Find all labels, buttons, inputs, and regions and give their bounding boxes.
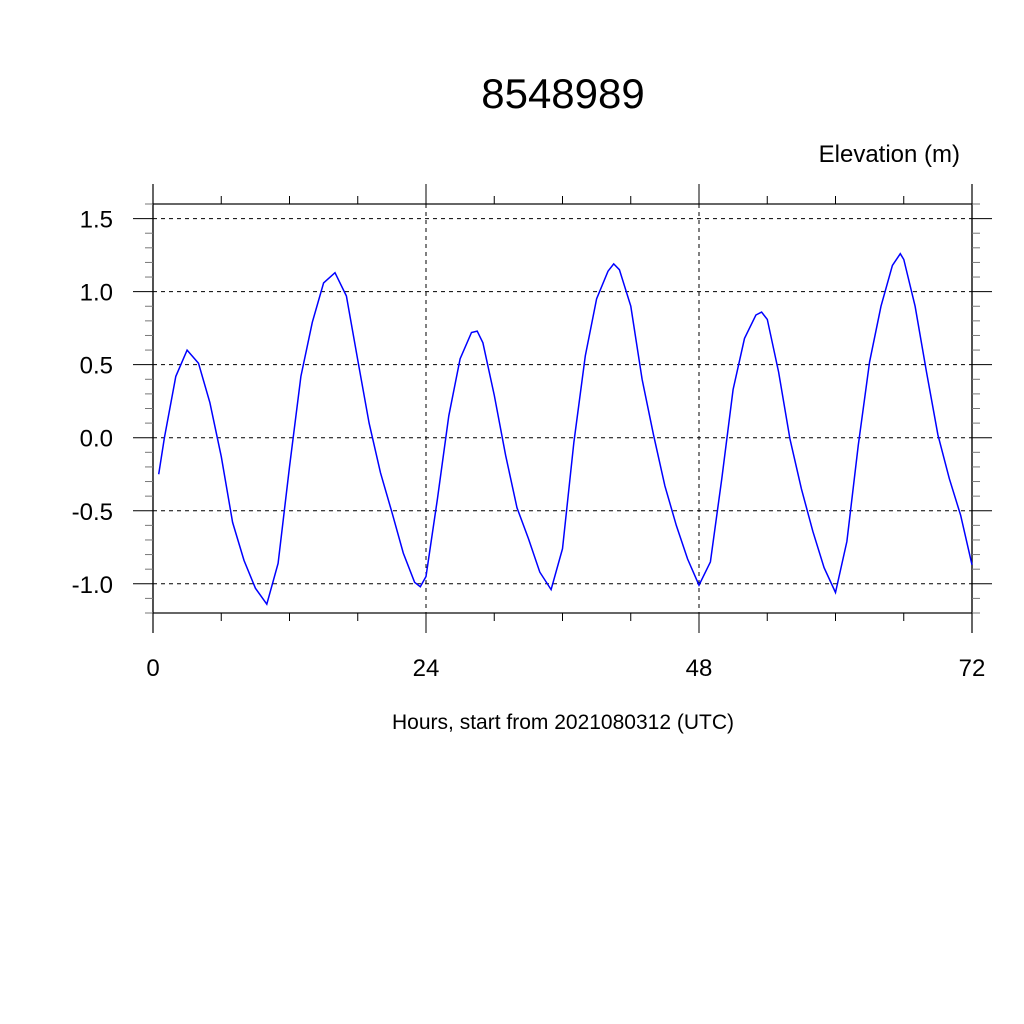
x-tick-label: 24 <box>413 655 440 682</box>
x-tick-label: 72 <box>959 655 986 682</box>
chart-title: 8548989 <box>481 70 645 117</box>
x-axis-label: Hours, start from 2021080312 (UTC) <box>392 711 734 734</box>
gridlines <box>153 204 972 613</box>
y-axis-label: Elevation (m) <box>819 141 960 168</box>
y-tick-label: -1.0 <box>72 572 113 599</box>
y-tick-label: -0.5 <box>72 499 113 526</box>
x-tick-labels: 0 24 48 72 <box>146 655 985 682</box>
y-tick-label: 1.0 <box>80 280 113 307</box>
y-tick-label: 0.0 <box>80 426 113 453</box>
axes <box>133 184 992 633</box>
series-line <box>157 252 973 606</box>
x-tick-label: 48 <box>686 655 713 682</box>
y-tick-label: 0.5 <box>80 353 113 380</box>
y-tick-label: 1.5 <box>80 207 113 234</box>
plot-frame <box>152 203 973 614</box>
y-tick-labels: 1.5 1.0 0.5 0.0 -0.5 -1.0 <box>72 207 113 599</box>
x-tick-label: 0 <box>146 655 159 682</box>
